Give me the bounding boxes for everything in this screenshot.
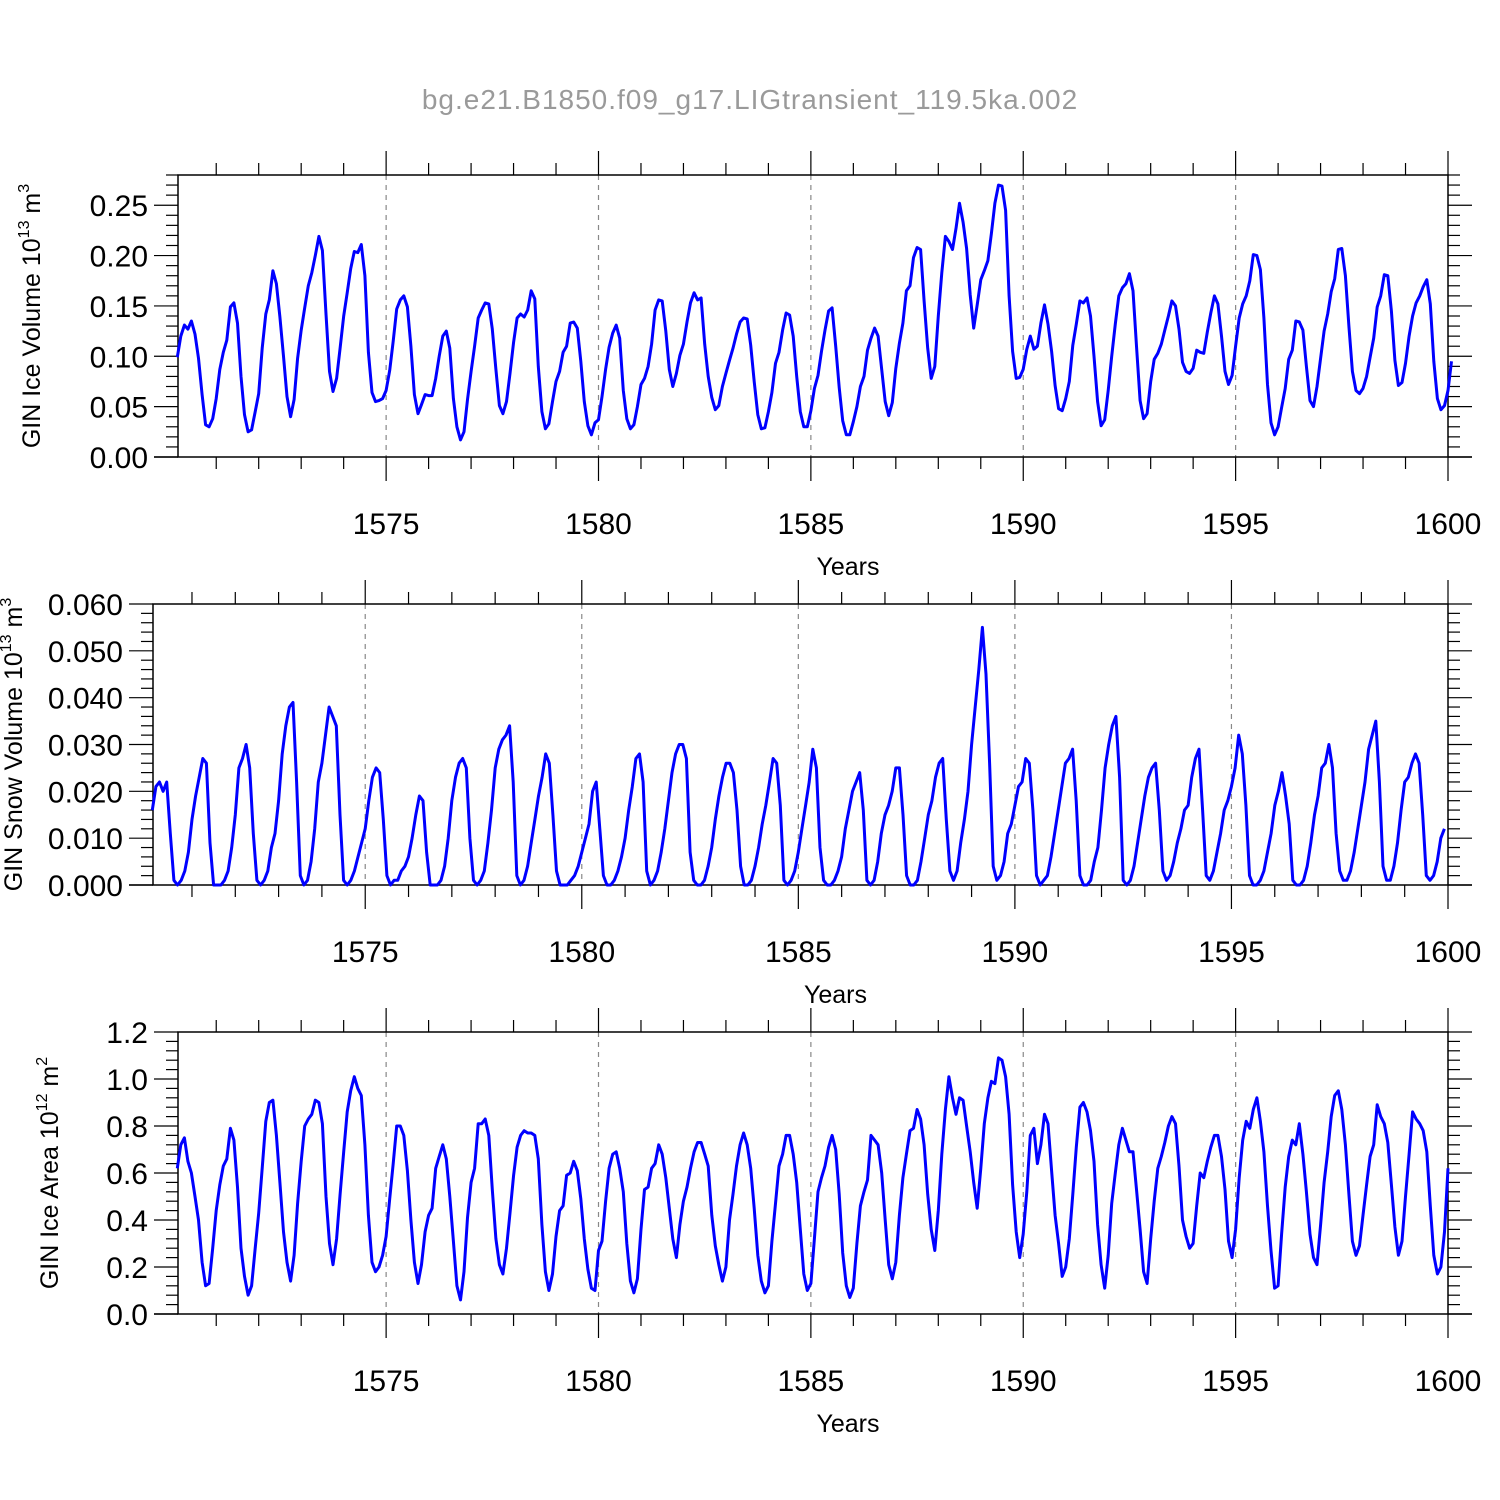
chart-title: bg.e21.B1850.f09_g17.LIGtransient_119.5k… — [421, 84, 1079, 115]
y-tick-label: 0.10 — [90, 341, 148, 374]
x-tick-label: 1575 — [332, 936, 399, 969]
y-tick-label: 0.20 — [90, 241, 148, 274]
y-axis-title: GIN Ice Volume 1013 m3 — [16, 184, 46, 448]
y-tick-label: 0.020 — [48, 776, 123, 809]
x-axis-title: Years — [816, 553, 879, 581]
y-tick-label: 0.0 — [106, 1299, 148, 1332]
y-tick-label: 0.000 — [48, 870, 123, 903]
x-axis-title: Years — [804, 981, 867, 1009]
y-tick-label: 0.040 — [48, 683, 123, 716]
y-tick-label: 1.0 — [106, 1064, 148, 1097]
series-line-snow-volume — [150, 625, 1446, 887]
x-tick-label: 1580 — [565, 508, 632, 541]
panel-ice-volume: 1575 1580 1585 1590 1595 1600 0.00 0.05 0.10 0.15… — [16, 151, 1481, 581]
panel-ice-area: 1575 1580 1585 1590 1595 1600 0.0 0.2 0.4 0.6 0.8 1… — [34, 1008, 1481, 1438]
y-tick-label: 0.4 — [106, 1205, 148, 1238]
x-tick-label: 1595 — [1202, 1365, 1269, 1398]
y-tick-label: 0.6 — [106, 1158, 148, 1191]
panel-snow-volume: 1575 1580 1585 1590 1595 1600 0.000 0.010 0.020 0… — [0, 580, 1481, 1009]
x-tick-label: 1585 — [778, 1365, 845, 1398]
x-tick-label: 1600 — [1415, 1365, 1482, 1398]
series-line-ice-volume — [175, 183, 1453, 442]
x-tick-label: 1595 — [1202, 508, 1269, 541]
x-tick-label: 1590 — [990, 508, 1057, 541]
series-line-ice-area — [175, 1056, 1450, 1302]
y-tick-label: 0.8 — [106, 1111, 148, 1144]
y-tick-label: 0.15 — [90, 291, 148, 324]
x-tick-label: 1575 — [353, 1365, 420, 1398]
x-tick-label: 1585 — [765, 936, 832, 969]
y-tick-label: 1.2 — [106, 1017, 148, 1050]
plot-frame — [177, 174, 1449, 458]
x-tick-label: 1580 — [548, 936, 615, 969]
y-tick-label: 0.030 — [48, 730, 123, 763]
x-tick-label: 1580 — [565, 1365, 632, 1398]
x-tick-label: 1590 — [990, 1365, 1057, 1398]
x-tick-label: 1590 — [982, 936, 1049, 969]
y-tick-label: 0.010 — [48, 823, 123, 856]
y-axis-title: GIN Snow Volume 1013 m3 — [0, 598, 28, 892]
x-tick-label: 1600 — [1415, 936, 1482, 969]
y-tick-label: 0.05 — [90, 392, 148, 425]
y-tick-label: 0.00 — [90, 442, 148, 475]
y-tick-label: 0.25 — [90, 190, 148, 223]
x-tick-label: 1595 — [1198, 936, 1265, 969]
y-tick-label: 0.060 — [48, 589, 123, 622]
y-axis-title: GIN Ice Area 1012 m2 — [34, 1057, 64, 1289]
y-tick-label: 0.2 — [106, 1252, 148, 1285]
x-tick-label: 1600 — [1415, 508, 1482, 541]
x-tick-label: 1585 — [778, 508, 845, 541]
x-tick-label: 1575 — [353, 508, 420, 541]
y-tick-label: 0.050 — [48, 636, 123, 669]
x-axis-title: Years — [816, 1410, 879, 1438]
